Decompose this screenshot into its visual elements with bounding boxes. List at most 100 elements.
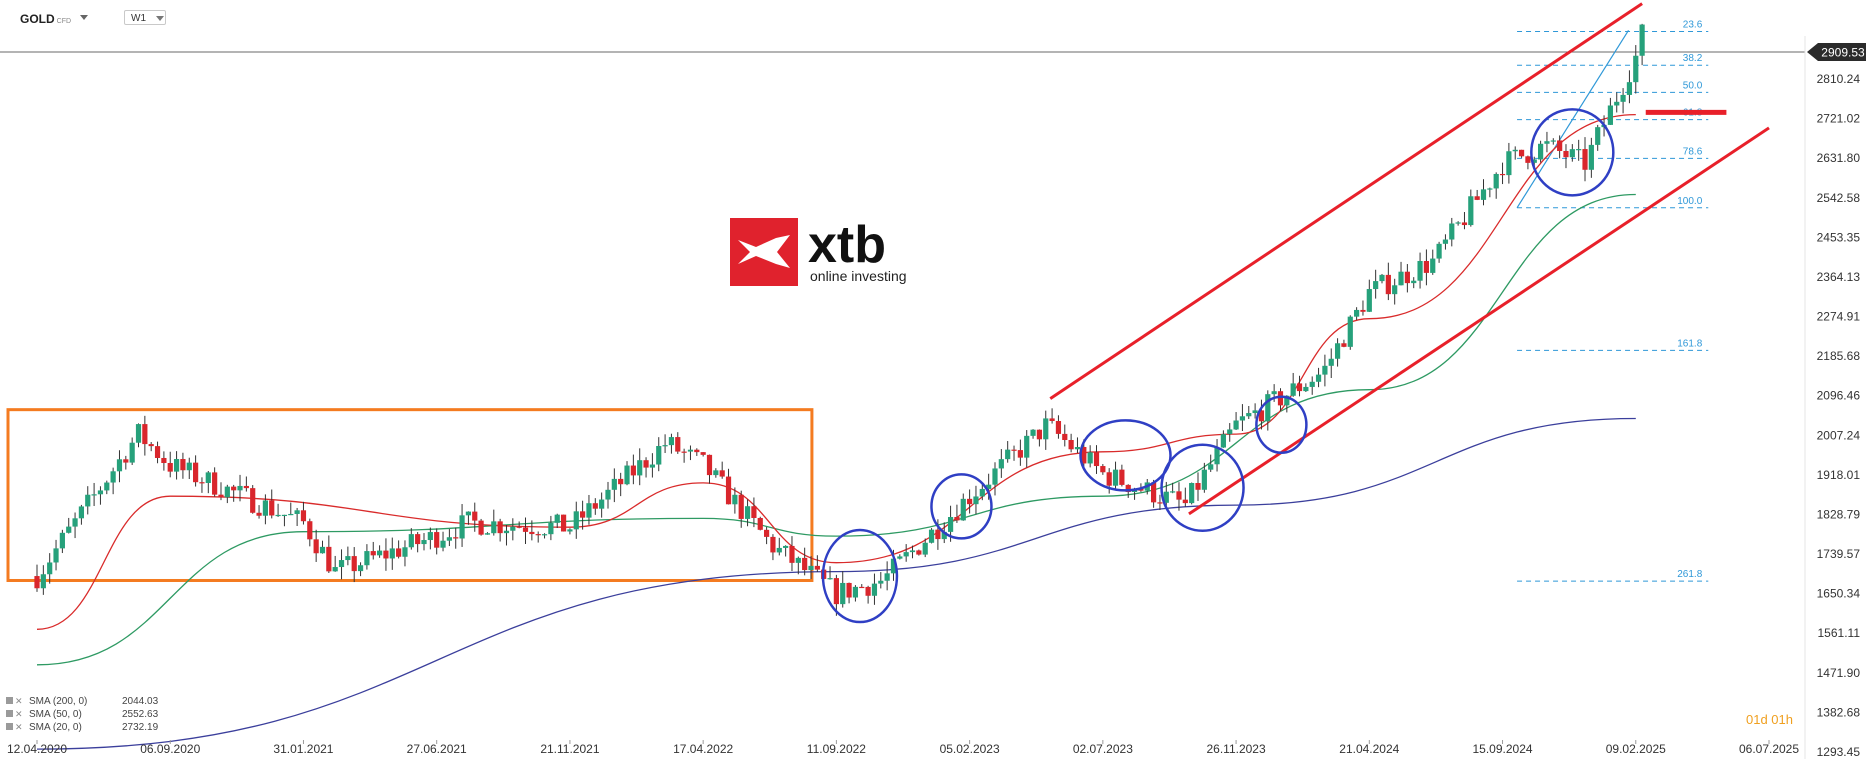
timeframe-selector[interactable]: W1	[124, 10, 166, 25]
candle	[459, 504, 465, 547]
candle-body-bull	[47, 562, 53, 575]
candle	[1309, 376, 1315, 395]
candle-body-bear	[954, 517, 960, 521]
candle	[1239, 404, 1246, 432]
candle	[592, 498, 598, 515]
candle	[580, 500, 586, 530]
candle	[859, 584, 865, 589]
candle-body-bull	[973, 496, 979, 505]
highlight-ellipse[interactable]	[1079, 419, 1172, 492]
candle	[1208, 454, 1214, 472]
candle	[979, 483, 985, 501]
highlight-ellipse[interactable]	[1255, 395, 1308, 454]
highlight-ellipse[interactable]	[821, 528, 899, 624]
candle	[1068, 433, 1074, 453]
candle	[78, 504, 85, 525]
symbol-dropdown-icon[interactable]	[80, 15, 88, 20]
price-tick-label: 2364.13	[1817, 270, 1861, 284]
time-tick-label: 11.09.2022	[807, 742, 866, 756]
candle-body-bull	[1411, 280, 1417, 284]
candle-body-bull	[827, 578, 833, 580]
candle-body-bear	[580, 511, 586, 518]
legend-1-close-icon[interactable]: ✕	[15, 696, 23, 706]
candle	[383, 538, 389, 571]
candle-body-bull	[205, 472, 211, 483]
candle-body-bull	[992, 468, 998, 485]
candle-body-bull	[1398, 271, 1404, 286]
candle	[1011, 445, 1017, 461]
range-box-rect[interactable]	[6, 408, 814, 582]
price-tick-label: 2542.58	[1817, 191, 1861, 205]
highlight-ellipse[interactable]	[1160, 443, 1245, 533]
candle	[1569, 144, 1575, 162]
candle-body-bull	[903, 552, 909, 557]
candle-body-bull	[1271, 391, 1277, 395]
highlight-ellipse[interactable]	[1530, 108, 1615, 197]
channel-upper-line[interactable]	[1049, 2, 1643, 400]
candle	[776, 537, 782, 556]
candle-body-bull	[1303, 386, 1309, 392]
candle	[1563, 144, 1569, 169]
candle	[421, 533, 427, 551]
candle-body-bear	[1341, 343, 1347, 347]
candle	[599, 492, 605, 518]
candle	[1544, 131, 1550, 153]
candle	[833, 574, 839, 616]
candle	[535, 531, 541, 543]
channel-lower-line[interactable]	[1188, 126, 1770, 516]
candle	[357, 562, 364, 577]
symbol-selector[interactable]: GOLD CFD	[20, 12, 71, 26]
candle	[1055, 415, 1062, 439]
candle	[1525, 155, 1531, 170]
time-tick-label: 05.02.2023	[940, 742, 1000, 756]
candle	[478, 518, 484, 536]
candle	[1538, 140, 1544, 163]
candle	[415, 532, 421, 553]
candle-body-bear	[472, 511, 478, 521]
candle	[34, 564, 40, 592]
candle	[66, 517, 72, 534]
candles	[34, 23, 1645, 616]
highlight-ellipse[interactable]	[930, 473, 993, 540]
candle-body-bear	[1258, 410, 1265, 422]
candle-body-bull	[40, 574, 46, 589]
candle-body-bull	[732, 494, 738, 505]
candle	[1417, 252, 1423, 289]
candle-body-bull	[554, 514, 560, 523]
candle	[110, 467, 116, 495]
candle-body-bull	[116, 459, 123, 472]
candle-body-bull	[1538, 143, 1544, 160]
candle-body-bear	[1404, 271, 1410, 284]
candle	[840, 571, 846, 608]
candle	[916, 549, 922, 556]
moving-averages	[36, 113, 1636, 750]
legend-2-close-icon[interactable]: ✕	[15, 709, 23, 719]
candle	[288, 502, 294, 516]
candle-body-bull	[744, 506, 751, 519]
candle	[871, 573, 878, 605]
candle	[116, 450, 123, 483]
candle	[1214, 439, 1220, 472]
candle	[364, 544, 370, 570]
candle	[326, 535, 332, 573]
time-tick-label: 31.01.2021	[273, 742, 333, 756]
candle	[402, 540, 408, 567]
fib-level-label: 78.6	[1683, 146, 1703, 157]
candle	[1277, 388, 1284, 411]
candle	[491, 509, 497, 536]
candle	[1423, 249, 1430, 286]
xtb-logo: xtb online investing	[730, 216, 907, 286]
candle	[40, 565, 46, 595]
candle	[903, 544, 909, 562]
legend-3-close-icon[interactable]: ✕	[15, 722, 23, 732]
fib-level-label: 100.0	[1677, 196, 1702, 207]
candle-body-bull	[364, 551, 370, 566]
candle-body-bull	[1347, 316, 1353, 347]
candle-body-bear	[478, 520, 484, 535]
candle-body-bull	[129, 442, 135, 463]
candle	[529, 520, 535, 541]
candle-body-bull	[446, 537, 452, 541]
candle-body-bull	[402, 547, 408, 557]
